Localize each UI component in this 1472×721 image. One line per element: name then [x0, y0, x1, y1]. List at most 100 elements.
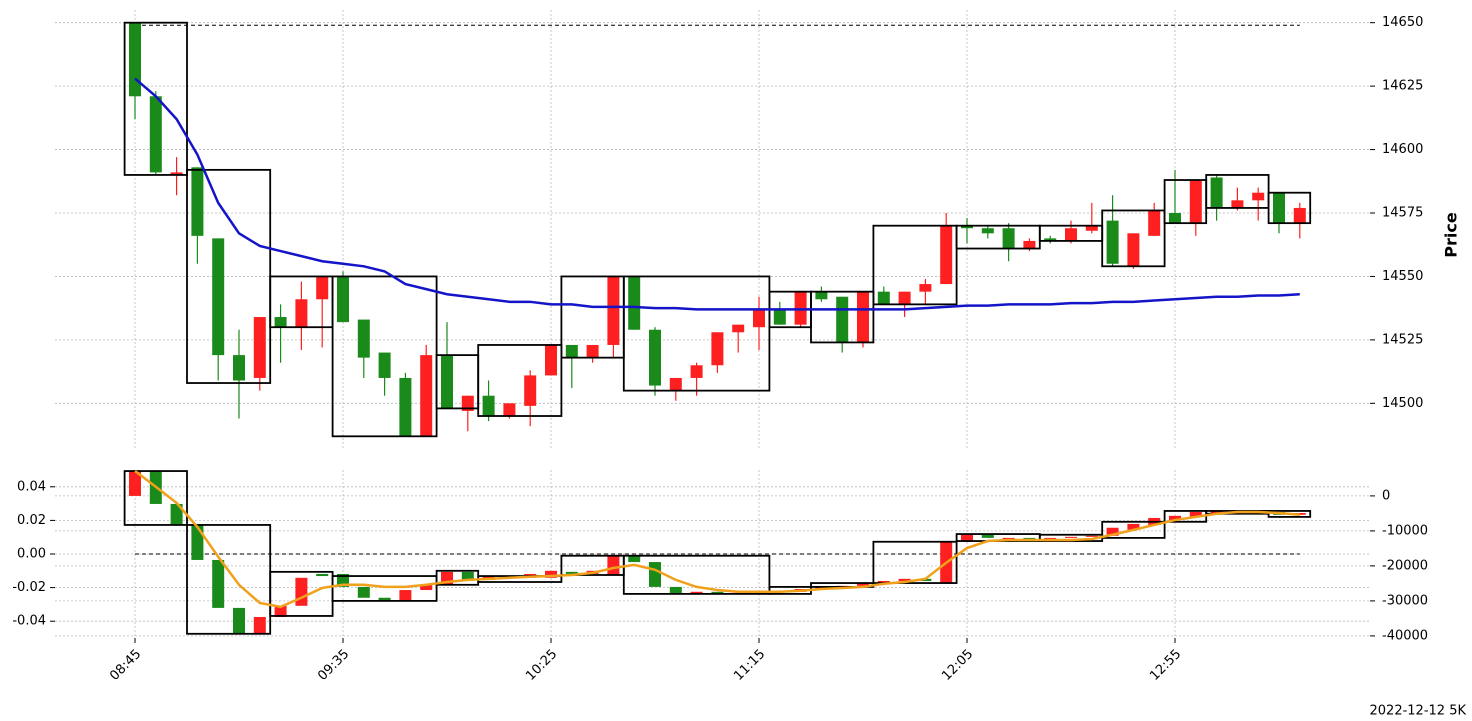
candle-body — [191, 167, 204, 236]
candle-body — [129, 22, 141, 97]
y-tick-label: 0.00 — [17, 547, 46, 562]
candle-body — [212, 238, 225, 356]
candle-body — [378, 352, 391, 378]
candle-body — [1169, 515, 1181, 521]
y-tick-label: 14625 — [1382, 79, 1423, 94]
candle-body — [815, 291, 828, 300]
candle-body — [1085, 225, 1098, 231]
range-box — [810, 290, 875, 344]
range-box — [622, 554, 771, 595]
range-box — [1101, 520, 1166, 539]
candle-body — [274, 317, 287, 328]
candle-body — [898, 578, 911, 581]
candle-body — [857, 583, 869, 586]
range-box — [1205, 174, 1270, 209]
candle-body — [441, 355, 453, 409]
candle-body — [565, 344, 578, 358]
x-tick-label: 12:05 — [939, 647, 976, 684]
candle-body — [628, 276, 641, 330]
candle-body — [316, 573, 329, 577]
candle-body — [669, 586, 682, 594]
y-tick-label: 14500 — [1382, 396, 1423, 411]
candle-body — [1210, 177, 1223, 208]
candle-body — [919, 284, 932, 292]
candle-body — [1023, 537, 1036, 539]
candle-body — [940, 225, 953, 285]
candle-body — [253, 317, 266, 378]
candle-body — [711, 332, 724, 366]
candle-body — [1210, 510, 1223, 514]
candle-body — [233, 607, 245, 634]
candle-body — [649, 329, 661, 386]
candle-body — [877, 291, 890, 305]
y-tick-label: 14650 — [1382, 15, 1423, 30]
y2-tick-label: 0 — [1382, 488, 1390, 503]
candle-body — [690, 591, 703, 594]
y2-tick-label: -30000 — [1382, 593, 1428, 608]
candle-body — [295, 299, 308, 328]
candle-body — [898, 291, 911, 305]
candle-body — [1252, 192, 1265, 201]
candle-body — [1002, 228, 1015, 249]
x-tick-label: 09:35 — [315, 647, 352, 684]
x-tick-label: 10:25 — [523, 647, 560, 684]
candle-body — [1189, 512, 1202, 517]
range-box — [123, 21, 188, 176]
candle-body — [337, 276, 349, 323]
range-box — [331, 575, 438, 602]
candle-body — [877, 580, 890, 584]
candle-body — [1148, 210, 1161, 236]
range-box — [477, 344, 563, 417]
indicator-line — [134, 77, 1300, 311]
candle-body — [482, 395, 495, 417]
candle-body — [1127, 233, 1140, 267]
candle-body — [753, 309, 765, 328]
y-tick-label: 0.02 — [17, 513, 46, 528]
candle-body — [628, 555, 641, 563]
candle-body — [981, 228, 994, 234]
candle-body — [503, 403, 516, 417]
candle-body — [586, 344, 599, 358]
candle-body — [607, 555, 620, 575]
candle-body — [170, 172, 183, 175]
range-box — [1267, 191, 1312, 225]
candle-body — [1065, 536, 1077, 538]
candle-body — [274, 605, 287, 617]
candle-body — [399, 377, 412, 437]
candle-body — [1044, 537, 1057, 539]
candle-body — [961, 225, 973, 229]
y-tick-label: -0.02 — [12, 580, 46, 595]
y2-tick-label: -40000 — [1382, 628, 1428, 643]
range-box — [872, 224, 958, 306]
x-tick-label: 11:15 — [731, 647, 768, 684]
candle-body — [1231, 200, 1244, 208]
candle-body — [1044, 238, 1057, 241]
candle-body — [1023, 240, 1036, 249]
candle-body — [565, 571, 578, 574]
x-tick-label: 12:55 — [1147, 647, 1184, 684]
candle-body — [1127, 523, 1140, 530]
candle-body — [857, 291, 869, 343]
candle-body — [1085, 535, 1098, 537]
candle-body — [461, 395, 474, 411]
candle-body — [357, 586, 370, 598]
candle-body — [524, 375, 537, 406]
candle-body — [420, 584, 433, 591]
candle-body — [316, 276, 329, 300]
x-tick-label: 08:45 — [107, 647, 144, 684]
candle-body — [794, 291, 807, 325]
candle-body — [649, 562, 661, 587]
candle-body — [711, 591, 724, 594]
candle-body — [669, 377, 682, 391]
y-tick-label: 14575 — [1382, 206, 1423, 221]
candle-body — [1106, 527, 1119, 536]
candle-body — [170, 503, 183, 525]
y-tick-label: -0.04 — [12, 614, 46, 629]
candle-body — [981, 534, 994, 538]
range-box — [622, 275, 771, 392]
range-box — [1267, 510, 1312, 518]
candle-body — [233, 355, 245, 381]
y-tick-label: 14525 — [1382, 332, 1423, 347]
candle-body — [961, 534, 973, 542]
